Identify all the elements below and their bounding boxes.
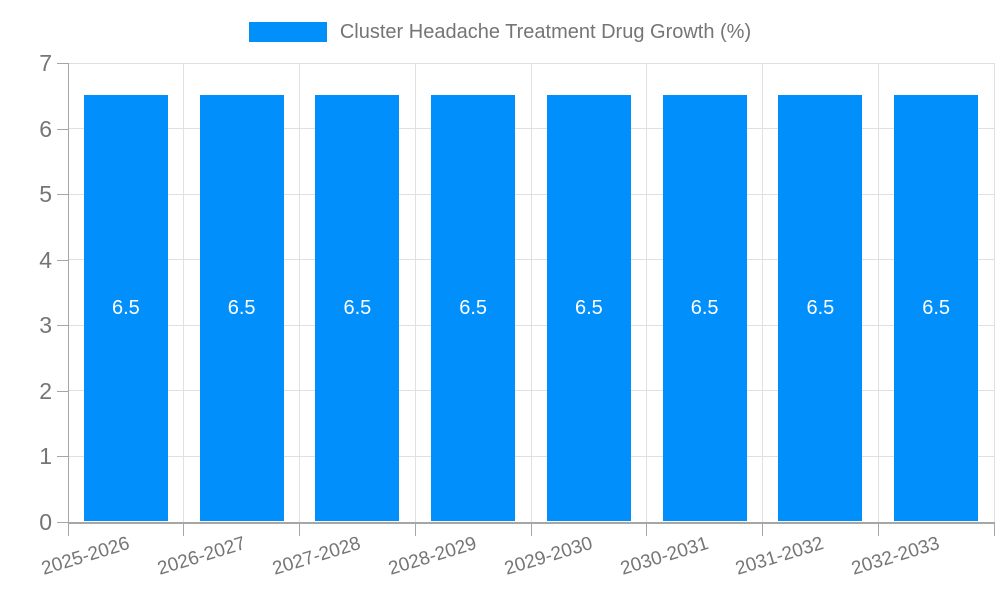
x-axis-tick (646, 522, 648, 536)
bar-value-label: 6.5 (922, 296, 951, 319)
x-axis-tick (530, 522, 532, 536)
bar: 6.5 (199, 94, 284, 521)
v-gridline (183, 63, 185, 522)
y-axis-tick-label: 0 (39, 509, 52, 535)
y-axis-line (68, 63, 69, 536)
y-axis-tick-label: 5 (39, 181, 52, 208)
bar-value-label: 6.5 (111, 296, 140, 319)
v-gridline (993, 63, 995, 522)
bar-value-label: 6.5 (806, 296, 835, 319)
y-axis-tick (57, 456, 68, 458)
x-axis-tick (67, 522, 69, 536)
legend-label: Cluster Headache Treatment Drug Growth (… (339, 21, 752, 43)
bar: 6.5 (83, 94, 168, 521)
y-axis-tick (57, 390, 68, 392)
x-axis-tick (762, 522, 763, 536)
y-axis-tick (57, 63, 68, 64)
x-axis-tick (993, 522, 995, 536)
bar-value-label: 6.5 (574, 296, 603, 319)
x-axis-tick (877, 522, 879, 536)
bar-value-label: 6.5 (690, 296, 719, 319)
bar: 6.5 (778, 94, 863, 521)
y-axis-tick (57, 194, 68, 196)
y-axis-tick-label: 6 (39, 115, 52, 142)
v-gridline (646, 63, 648, 522)
y-axis-tick (57, 128, 68, 130)
bar: 6.5 (431, 94, 516, 521)
legend-swatch (248, 22, 327, 42)
bar-value-label: 6.5 (459, 296, 488, 319)
y-axis-tick (57, 259, 68, 261)
v-gridline (762, 63, 763, 522)
x-axis-tick (299, 522, 300, 536)
bar: 6.5 (315, 94, 400, 521)
v-gridline (530, 63, 532, 522)
y-axis-tick-label: 1 (39, 443, 52, 470)
v-gridline (877, 63, 879, 522)
y-axis-tick (57, 522, 68, 523)
bar: 6.5 (546, 94, 631, 521)
plot-area: 6.5 6.5 6.5 6.5 6.5 6.5 6.5 6.5 (68, 62, 995, 522)
y-axis-tick-label: 2 (39, 377, 52, 404)
v-gridline (414, 63, 416, 522)
bar: 6.5 (894, 94, 979, 521)
y-axis-tick (57, 325, 68, 327)
v-gridline (299, 63, 300, 522)
bar: 6.5 (662, 94, 747, 521)
y-axis-tick-label: 7 (39, 50, 52, 76)
bar-value-label: 6.5 (343, 296, 372, 319)
y-axis-tick-label: 3 (39, 312, 52, 339)
chart-legend[interactable]: Cluster Headache Treatment Drug Growth (… (0, 18, 1000, 46)
y-axis-tick-label: 4 (39, 246, 52, 273)
x-axis-tick (414, 522, 416, 536)
bar-value-label: 6.5 (227, 296, 256, 319)
x-axis-tick (183, 522, 185, 536)
